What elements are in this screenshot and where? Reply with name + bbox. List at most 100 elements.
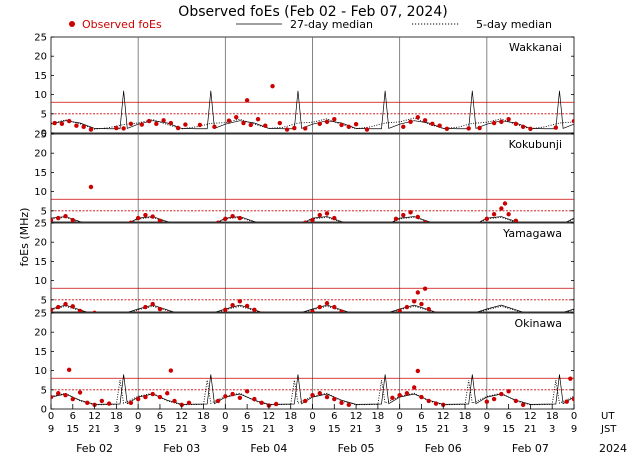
observed-point (390, 395, 395, 401)
observed-point (422, 286, 428, 291)
observed-point (223, 216, 228, 222)
day-label: Feb 02 (76, 442, 113, 455)
observed-point (252, 224, 256, 228)
observed-point (234, 115, 239, 120)
observed-point (241, 120, 246, 126)
observed-point (499, 119, 504, 125)
observed-point (63, 301, 68, 307)
observed-point (92, 224, 96, 228)
panel-wakkanai: 0 5 10 15 20 25 Wakkanai (34, 33, 605, 140)
observed-point (128, 400, 134, 406)
day-label: Feb 03 (163, 442, 200, 455)
observed-point (237, 395, 243, 401)
observed-point (215, 220, 221, 222)
x-tick-label-jst: 9 (571, 424, 577, 435)
observed-point (180, 224, 184, 228)
legend-median5-label: 5-day median (476, 18, 552, 31)
observed-point (135, 396, 141, 402)
observed-point (571, 118, 574, 124)
observed-point (263, 123, 268, 128)
observed-point (186, 400, 192, 406)
observed-point (430, 224, 434, 228)
observed-point (85, 400, 90, 406)
x-tick-label-ut: 6 (157, 411, 163, 422)
observed-point (99, 398, 105, 404)
x-tick-label-ut: 6 (505, 411, 511, 422)
x-tick-label-jst: 21 (175, 424, 188, 435)
observed-point (143, 212, 148, 218)
observed-point (601, 124, 605, 128)
x-tick-label-jst: 21 (88, 424, 101, 435)
observed-point (56, 304, 61, 310)
x-tick-label-ut: 12 (524, 411, 537, 422)
observed-point (273, 401, 279, 407)
observed-point (571, 396, 574, 402)
observed-point (252, 396, 257, 402)
observed-point (161, 118, 166, 123)
observed-point (415, 290, 421, 295)
x-tick-label-ut: 6 (70, 411, 76, 422)
observed-point (303, 398, 308, 404)
observed-point (564, 399, 569, 404)
observed-point (143, 304, 148, 310)
observed-point (100, 224, 104, 228)
observed-point (128, 220, 133, 222)
x-tick-label-ut: 0 (135, 411, 141, 422)
observed-point (52, 120, 57, 126)
observed-point (88, 127, 94, 132)
observed-point (441, 313, 445, 317)
observed-point (586, 122, 590, 126)
observed-point (484, 216, 490, 222)
x-tick-label-ut: 12 (88, 411, 101, 422)
x-tick-label-jst: 3 (113, 424, 119, 435)
x-tick-label-jst: 3 (549, 424, 555, 435)
observed-point (51, 307, 54, 312)
y-tick-label: 20 (34, 52, 47, 63)
observed-point (284, 127, 290, 132)
observed-point (353, 121, 359, 127)
observed-point (347, 224, 351, 228)
observed-point (513, 398, 519, 404)
observed-point (209, 224, 213, 228)
observed-point (78, 221, 82, 222)
observed-point (456, 224, 460, 228)
observed-point (415, 368, 421, 374)
y-tick-label: 5 (41, 206, 47, 217)
x-tick-label-ut: 18 (459, 411, 472, 422)
observed-point (66, 118, 72, 124)
observed-point (332, 396, 337, 402)
observed-point (197, 122, 203, 128)
observed-point (165, 391, 170, 396)
observed-point (324, 394, 330, 400)
x-tick-label-jst: 9 (484, 424, 490, 435)
observed-point (339, 309, 344, 312)
observed-point (430, 121, 435, 126)
observed-point (194, 224, 198, 228)
observed-point (215, 398, 221, 404)
x-tick-label-ut: 18 (197, 411, 210, 422)
x-tick-label-jst: 21 (350, 424, 363, 435)
observed-point (310, 217, 315, 222)
observed-point (364, 127, 370, 132)
observed-point (422, 118, 428, 123)
x-tick-label-ut: 12 (437, 411, 450, 422)
observed-point (484, 399, 490, 404)
observed-point (168, 368, 174, 373)
observed-point (553, 125, 559, 130)
panel-okinawa: 0 5 10 15 20 25 Okinawa (34, 309, 575, 416)
observed-point (63, 392, 68, 398)
observed-point (136, 311, 140, 312)
observed-point (324, 211, 330, 216)
observed-point (172, 398, 177, 404)
observed-point (470, 224, 474, 228)
observed-point (128, 121, 134, 126)
observed-point (433, 401, 439, 406)
observed-point (426, 306, 431, 312)
y-tick-label: 20 (34, 238, 47, 249)
chart-title: Observed foEs (Feb 02 - Feb 07, 2024) (178, 4, 447, 20)
x-tick-label-jst: 9 (48, 424, 54, 435)
day-label: Feb 05 (338, 442, 375, 455)
observed-point (401, 212, 406, 218)
observed-point (183, 122, 188, 127)
